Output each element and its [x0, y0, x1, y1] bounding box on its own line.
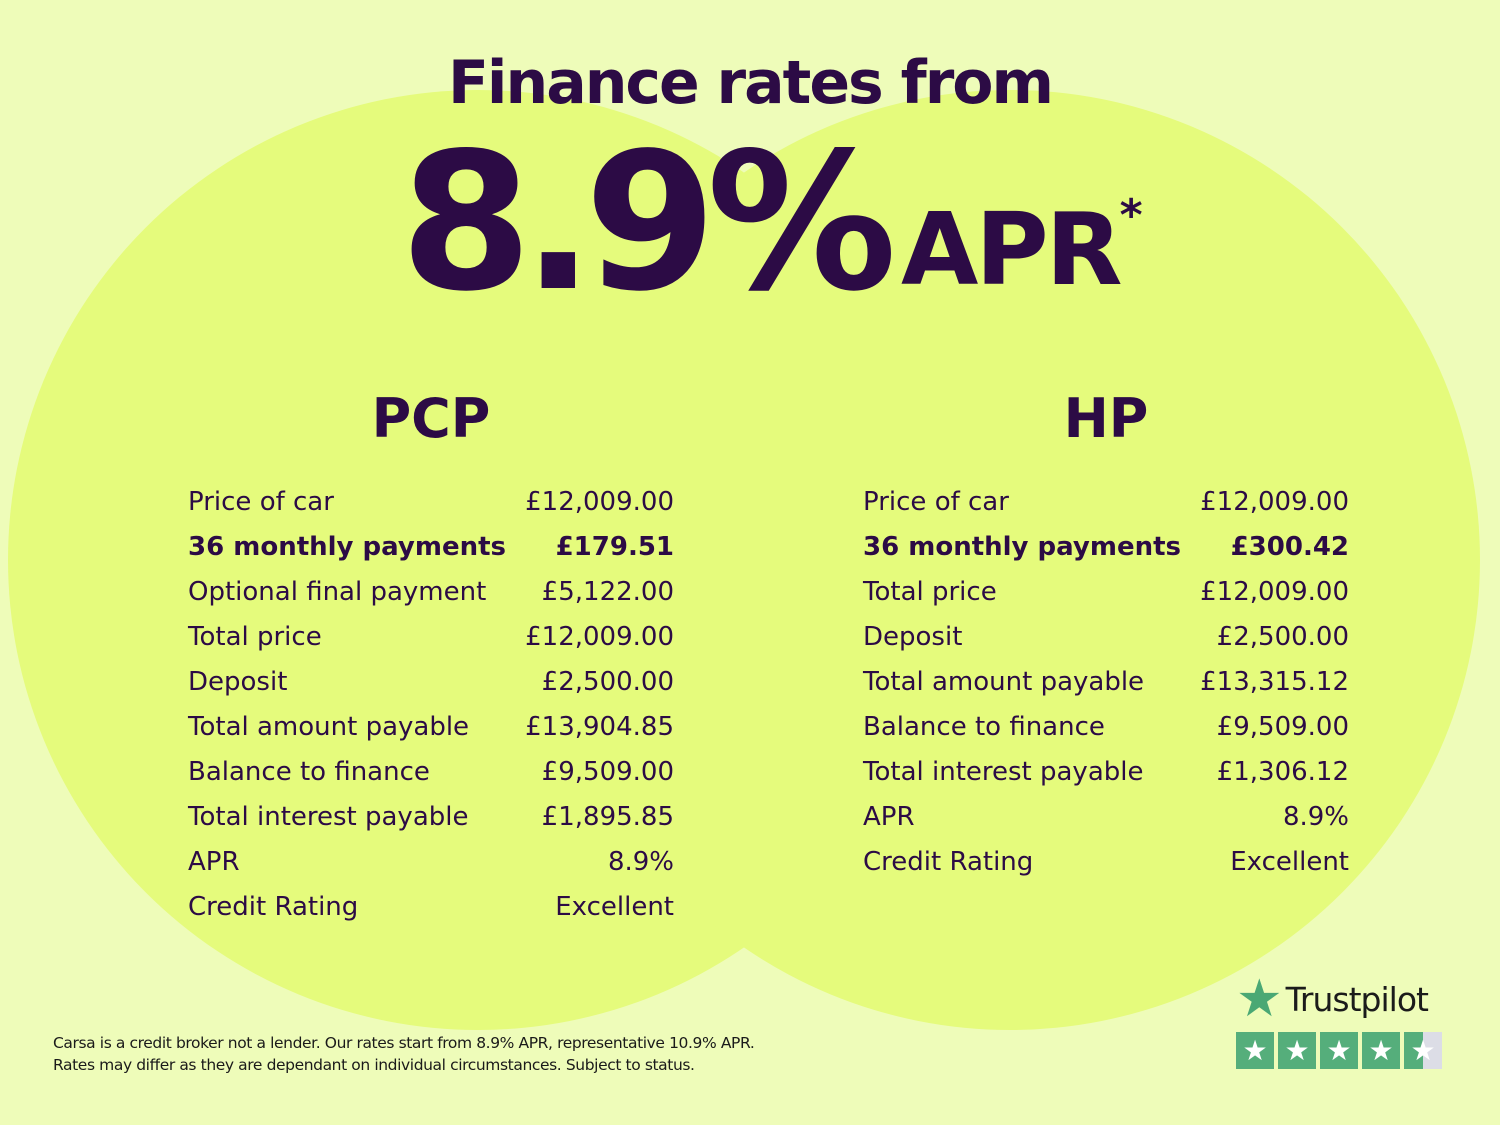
- row-label: Credit Rating: [863, 847, 1034, 877]
- rate-value: 8.9%: [400, 112, 897, 333]
- row-label: 36 monthly payments: [188, 532, 506, 562]
- row-label: Deposit: [188, 667, 288, 697]
- row-label: Credit Rating: [188, 892, 359, 922]
- row-label: Total amount payable: [863, 667, 1145, 697]
- trustpilot-badge[interactable]: ★ Trustpilot ★ ★ ★ ★ ★: [1236, 969, 1442, 1069]
- decorative-circle-right: [540, 90, 1480, 1030]
- row-value: £12,009.00: [525, 622, 674, 652]
- table-row: Deposit £2,500.00: [188, 660, 674, 705]
- row-value: 8.9%: [607, 847, 674, 877]
- row-label: Total amount payable: [188, 712, 470, 742]
- row-value: £5,122.00: [541, 577, 674, 607]
- row-label: Total interest payable: [863, 757, 1144, 787]
- row-label: Total price: [188, 622, 322, 652]
- row-value: £1,895.85: [541, 802, 674, 832]
- row-value: £1,306.12: [1216, 757, 1349, 787]
- table-row: 36 monthly payments £179.51: [188, 525, 674, 570]
- row-label: Balance to finance: [188, 757, 430, 787]
- row-value: £9,509.00: [541, 757, 674, 787]
- row-value: £300.42: [1230, 532, 1349, 562]
- row-label: Price of car: [188, 487, 334, 517]
- table-row: Total price £12,009.00: [188, 615, 674, 660]
- table-row: Total amount payable £13,904.85: [188, 705, 674, 750]
- row-label: Balance to finance: [863, 712, 1105, 742]
- star-icon: ★: [1236, 1032, 1274, 1069]
- pcp-table: PCP Price of car £12,009.00 36 monthly pay…: [188, 388, 674, 930]
- row-label: APR: [188, 847, 240, 877]
- table-row: Price of car £12,009.00: [188, 480, 674, 525]
- disclaimer-line-1: Carsa is a credit broker not a lender. O…: [53, 1034, 755, 1052]
- table-row: APR 8.9%: [188, 840, 674, 885]
- apr-label: APR: [900, 191, 1123, 308]
- row-value: Excellent: [555, 892, 674, 922]
- headline: Finance rates from: [447, 48, 1054, 118]
- row-value: £12,009.00: [1200, 577, 1349, 607]
- row-value: £12,009.00: [1200, 487, 1349, 517]
- table-row: Balance to finance £9,509.00: [863, 705, 1349, 750]
- row-value: £179.51: [555, 532, 674, 562]
- table-row: APR 8.9%: [863, 795, 1349, 840]
- table-row: Total amount payable £13,315.12: [863, 660, 1349, 705]
- star-icon: ★: [1320, 1032, 1358, 1069]
- row-label: 36 monthly payments: [863, 532, 1181, 562]
- row-value: £12,009.00: [525, 487, 674, 517]
- row-label: Deposit: [863, 622, 963, 652]
- hp-title: HP: [1063, 387, 1149, 450]
- table-row: Deposit £2,500.00: [863, 615, 1349, 660]
- table-row: Balance to finance £9,509.00: [188, 750, 674, 795]
- row-value: £13,315.12: [1200, 667, 1349, 697]
- row-label: Optional final payment: [188, 577, 487, 607]
- table-row: Total interest payable £1,306.12: [863, 750, 1349, 795]
- disclaimer: Carsa is a credit broker not a lender. O…: [53, 1032, 755, 1076]
- table-row: 36 monthly payments £300.42: [863, 525, 1349, 570]
- star-icon: ★: [1236, 969, 1283, 1029]
- row-value: 8.9%: [1282, 802, 1349, 832]
- disclaimer-line-2: Rates may differ as they are dependant o…: [53, 1056, 695, 1074]
- pcp-title: PCP: [371, 387, 491, 450]
- table-row: Price of car £12,009.00: [863, 480, 1349, 525]
- table-row: Optional final payment £5,122.00: [188, 570, 674, 615]
- row-label: APR: [863, 802, 915, 832]
- row-value: £2,500.00: [541, 667, 674, 697]
- table-row: Total interest payable £1,895.85: [188, 795, 674, 840]
- row-label: Total interest payable: [188, 802, 469, 832]
- row-value: £2,500.00: [1216, 622, 1349, 652]
- star-icon: ★: [1278, 1032, 1316, 1069]
- star-icon: ★: [1362, 1032, 1400, 1069]
- row-value: Excellent: [1230, 847, 1349, 877]
- asterisk: *: [1119, 190, 1143, 241]
- table-row: Total price £12,009.00: [863, 570, 1349, 615]
- row-label: Total price: [863, 577, 997, 607]
- row-value: £9,509.00: [1216, 712, 1349, 742]
- table-row: Credit Rating Excellent: [188, 885, 674, 930]
- star-icon: ★: [1404, 1032, 1442, 1069]
- table-row: Credit Rating Excellent: [863, 840, 1349, 885]
- row-value: £13,904.85: [525, 712, 674, 742]
- hp-table: HP Price of car £12,009.00 36 monthly paym…: [863, 388, 1349, 885]
- trustpilot-logo: ★ Trustpilot: [1236, 969, 1442, 1029]
- row-label: Price of car: [863, 487, 1009, 517]
- rate-display: 8.9% APR *: [400, 128, 1143, 318]
- trustpilot-name: Trustpilot: [1285, 979, 1429, 1019]
- trustpilot-rating: ★ ★ ★ ★ ★: [1236, 1032, 1442, 1069]
